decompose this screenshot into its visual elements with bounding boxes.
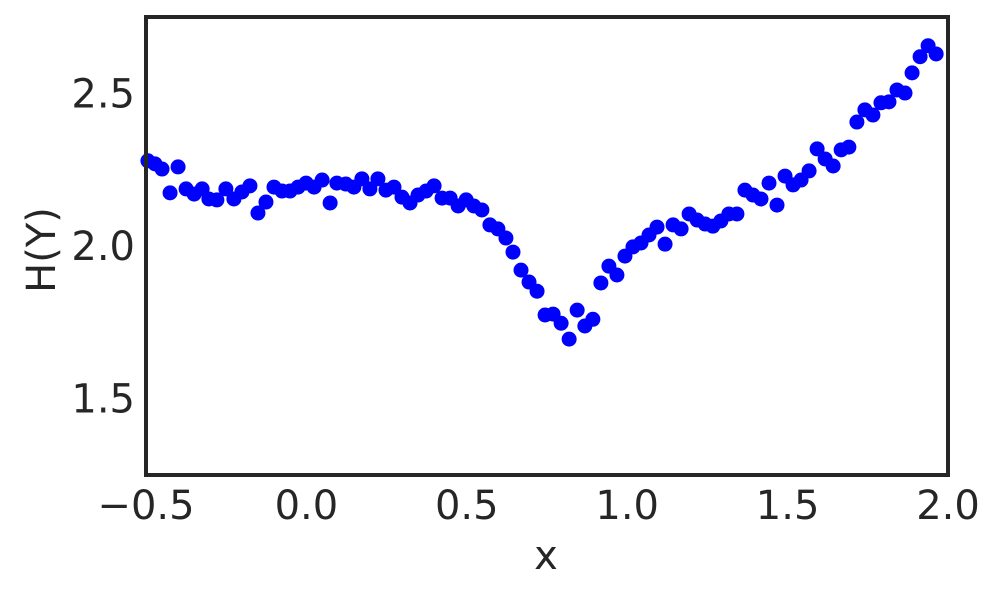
scatter-point	[209, 192, 225, 208]
scatter-point	[314, 172, 330, 188]
scatter-point	[362, 181, 378, 197]
scatter-point	[841, 139, 857, 155]
scatter-point	[529, 283, 545, 299]
scatter-point	[809, 141, 825, 157]
scatter-point	[904, 65, 920, 81]
scatter-point	[170, 159, 186, 175]
scatter-point	[585, 311, 601, 327]
scatter-point	[769, 197, 785, 213]
scatter-point	[649, 219, 665, 235]
scatter-point	[258, 194, 274, 210]
scatter-point	[498, 230, 514, 246]
scatter-point	[897, 85, 913, 101]
x-tick-label: 1.0	[595, 483, 659, 529]
plot-frame	[144, 15, 950, 477]
scatter-point	[849, 114, 865, 130]
scatter-point	[657, 236, 673, 252]
x-tick-label: 1.5	[756, 483, 820, 529]
scatter-point	[386, 179, 402, 195]
x-tick-label: 0.5	[435, 483, 499, 529]
scatter-point	[513, 262, 529, 278]
scatter-point	[242, 178, 258, 194]
scatter-point	[322, 195, 338, 211]
x-tick-label: 2.0	[916, 483, 980, 529]
scatter-point	[162, 185, 178, 201]
scatter-point	[250, 205, 266, 221]
scatter-point	[426, 178, 442, 194]
scatter-point	[825, 158, 841, 174]
x-tick-label: 0.0	[275, 483, 339, 529]
scatter-point	[354, 171, 370, 187]
y-tick-label: 1.5	[71, 377, 135, 423]
scatter-point	[761, 175, 777, 191]
scatter-point	[801, 163, 817, 179]
scatter-point	[881, 94, 897, 110]
y-axis-label: H(Y)	[19, 207, 65, 293]
scatter-point	[154, 161, 170, 177]
scatter-point	[593, 275, 609, 291]
scatter-point	[569, 302, 585, 318]
scatter-point	[609, 267, 625, 283]
scatter-point	[753, 191, 769, 207]
scatter-point	[912, 49, 928, 65]
scatter-point	[729, 206, 745, 222]
scatter-point	[218, 181, 234, 197]
scatter-point	[370, 171, 386, 187]
scatter-point	[673, 221, 689, 237]
y-tick-label: 2.0	[71, 224, 135, 270]
scatter-point	[561, 331, 577, 347]
y-tick-label: 2.5	[71, 71, 135, 117]
scatter-point	[505, 244, 521, 260]
x-tick-label: −0.5	[97, 483, 194, 529]
scatter-point	[865, 107, 881, 123]
scatter-point	[928, 46, 944, 62]
scatter-point	[474, 202, 490, 218]
scatter-point	[553, 315, 569, 331]
x-axis-label: x	[534, 533, 558, 579]
